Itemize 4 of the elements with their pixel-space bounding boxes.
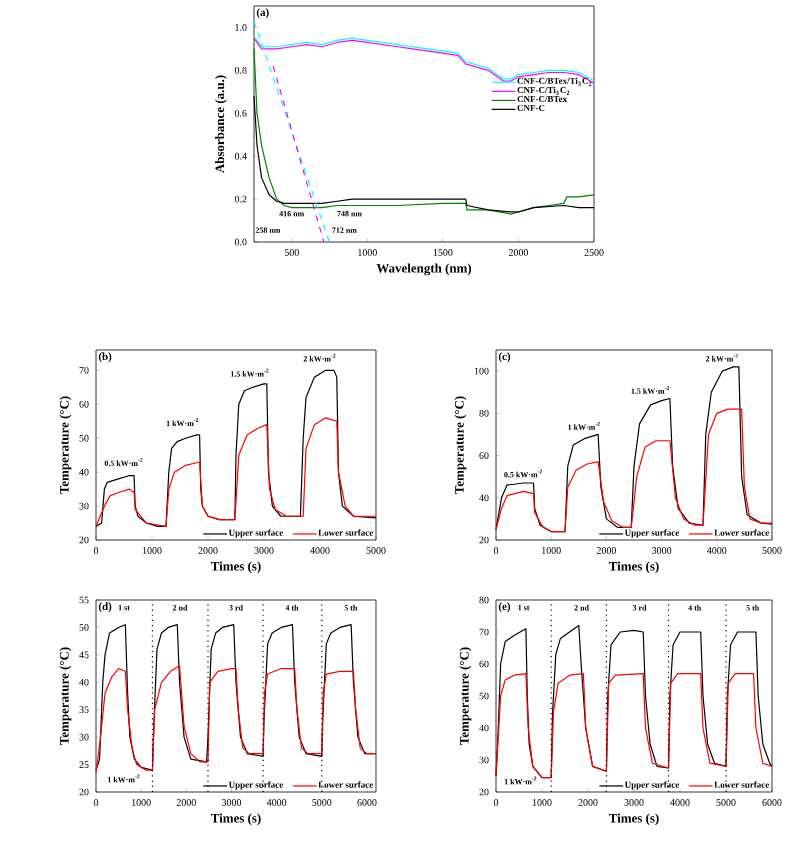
line-series	[95, 665, 377, 774]
line-series	[95, 417, 377, 528]
line-series	[495, 408, 773, 533]
line-series	[495, 673, 773, 779]
